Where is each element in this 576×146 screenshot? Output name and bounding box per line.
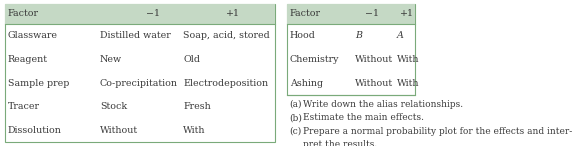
Text: Dissolution: Dissolution	[8, 126, 62, 135]
Text: Without: Without	[100, 126, 138, 135]
Text: Fresh: Fresh	[183, 102, 211, 111]
Text: With: With	[397, 55, 419, 64]
Text: Hood: Hood	[290, 31, 316, 40]
Text: −1: −1	[146, 9, 160, 19]
Text: Co-precipitation: Co-precipitation	[100, 79, 178, 87]
Text: Glassware: Glassware	[8, 31, 58, 40]
Bar	[5, 4, 275, 24]
Text: Without: Without	[355, 79, 393, 87]
Text: Estimate the main effects.: Estimate the main effects.	[303, 113, 424, 122]
Text: New: New	[100, 55, 122, 64]
Text: Factor: Factor	[8, 9, 39, 19]
Text: Write down the alias relationships.: Write down the alias relationships.	[303, 100, 463, 109]
Text: B: B	[355, 31, 362, 40]
Text: Without: Without	[355, 55, 393, 64]
Text: +1: +1	[226, 9, 240, 19]
Text: (a): (a)	[289, 100, 301, 109]
Bar	[5, 4, 275, 142]
Text: With: With	[397, 79, 419, 87]
Text: Factor: Factor	[290, 9, 321, 19]
Text: Tracer: Tracer	[8, 102, 40, 111]
Text: (b): (b)	[289, 113, 302, 122]
Text: +1: +1	[400, 9, 414, 19]
Text: Prepare a normal probability plot for the effects and inter-: Prepare a normal probability plot for th…	[303, 127, 572, 136]
Text: Reagent: Reagent	[8, 55, 48, 64]
Text: A: A	[397, 31, 404, 40]
Text: pret the results.: pret the results.	[303, 140, 377, 146]
Text: −1: −1	[365, 9, 379, 19]
Bar	[287, 4, 415, 95]
Text: Sample prep: Sample prep	[8, 79, 69, 87]
Text: Chemistry: Chemistry	[290, 55, 339, 64]
Text: Old: Old	[183, 55, 200, 64]
Text: Ashing: Ashing	[290, 79, 323, 87]
Text: Electrodeposition: Electrodeposition	[183, 79, 268, 87]
Bar	[287, 4, 415, 24]
Text: Distilled water: Distilled water	[100, 31, 170, 40]
Text: Stock: Stock	[100, 102, 127, 111]
Text: With: With	[183, 126, 206, 135]
Text: Soap, acid, stored: Soap, acid, stored	[183, 31, 270, 40]
Text: (c): (c)	[289, 127, 301, 136]
